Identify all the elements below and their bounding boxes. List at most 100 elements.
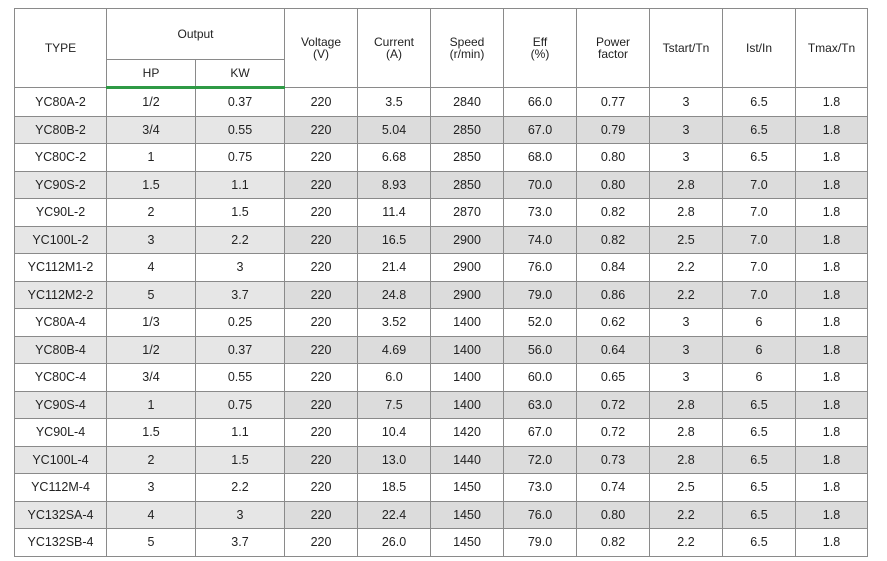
table-row: YC90S-4 1 0.75 220 7.5 1400 63.0 0.72 2.8 6.5 1.8 xyxy=(14,390,868,419)
cell-current: 13.0 xyxy=(357,445,431,474)
cell-tmax: 1.8 xyxy=(795,473,868,502)
cell-speed: 2840 xyxy=(430,87,504,117)
cell-ist: 7.0 xyxy=(722,170,796,199)
cell-kw: 0.75 xyxy=(195,143,285,172)
cell-power-factor: 0.82 xyxy=(576,225,650,254)
cell-tstart: 3 xyxy=(649,308,723,337)
cell-speed: 1450 xyxy=(430,473,504,502)
cell-eff: 63.0 xyxy=(503,390,577,419)
cell-current: 24.8 xyxy=(357,280,431,309)
cell-voltage: 220 xyxy=(284,445,358,474)
cell-voltage: 220 xyxy=(284,528,358,557)
cell-kw: 0.37 xyxy=(195,87,285,117)
cell-ist: 6.5 xyxy=(722,500,796,529)
cell-type: YC80A-2 xyxy=(14,87,107,117)
table-row: YC112M-4 3 2.2 220 18.5 1450 73.0 0.74 2.5 6.5 1.8 xyxy=(14,473,868,502)
cell-tmax: 1.8 xyxy=(795,253,868,282)
cell-hp: 1 xyxy=(106,390,196,419)
header-speed: Speed (r/min) xyxy=(430,8,504,88)
cell-current: 10.4 xyxy=(357,418,431,447)
cell-tmax: 1.8 xyxy=(795,170,868,199)
cell-voltage: 220 xyxy=(284,363,358,392)
cell-power-factor: 0.65 xyxy=(576,363,650,392)
header-eff: Eff (%) xyxy=(503,8,577,88)
table-row: YC80A-4 1/3 0.25 220 3.52 1400 52.0 0.62 3 6 1.8 xyxy=(14,308,868,337)
cell-current: 18.5 xyxy=(357,473,431,502)
cell-ist: 7.0 xyxy=(722,225,796,254)
cell-voltage: 220 xyxy=(284,500,358,529)
cell-tmax: 1.8 xyxy=(795,418,868,447)
cell-eff: 74.0 xyxy=(503,225,577,254)
cell-hp: 1.5 xyxy=(106,170,196,199)
cell-current: 16.5 xyxy=(357,225,431,254)
cell-current: 5.04 xyxy=(357,115,431,144)
cell-power-factor: 0.82 xyxy=(576,528,650,557)
header-power-factor: Power factor xyxy=(576,8,650,88)
cell-eff: 67.0 xyxy=(503,115,577,144)
cell-power-factor: 0.73 xyxy=(576,445,650,474)
cell-current: 7.5 xyxy=(357,390,431,419)
cell-tmax: 1.8 xyxy=(795,335,868,364)
cell-hp: 1.5 xyxy=(106,418,196,447)
cell-tstart: 2.2 xyxy=(649,500,723,529)
cell-type: YC112M2-2 xyxy=(14,280,107,309)
cell-current: 3.5 xyxy=(357,87,431,117)
cell-speed: 2900 xyxy=(430,280,504,309)
cell-tmax: 1.8 xyxy=(795,143,868,172)
cell-eff: 76.0 xyxy=(503,253,577,282)
cell-hp: 1 xyxy=(106,143,196,172)
cell-voltage: 220 xyxy=(284,308,358,337)
cell-kw: 3.7 xyxy=(195,528,285,557)
table-row: YC112M1-2 4 3 220 21.4 2900 76.0 0.84 2.2 7.0 1.8 xyxy=(14,253,868,282)
cell-kw: 0.37 xyxy=(195,335,285,364)
header-hp: HP xyxy=(106,59,196,89)
cell-kw: 2.2 xyxy=(195,473,285,502)
cell-tmax: 1.8 xyxy=(795,87,868,117)
cell-ist: 6.5 xyxy=(722,143,796,172)
cell-speed: 2850 xyxy=(430,143,504,172)
cell-ist: 6.5 xyxy=(722,87,796,117)
cell-type: YC112M1-2 xyxy=(14,253,107,282)
cell-hp: 1/3 xyxy=(106,308,196,337)
cell-speed: 2870 xyxy=(430,198,504,227)
cell-voltage: 220 xyxy=(284,143,358,172)
cell-hp: 4 xyxy=(106,500,196,529)
header-speed-label: Speed (r/min) xyxy=(449,35,485,61)
cell-voltage: 220 xyxy=(284,198,358,227)
cell-type: YC80B-2 xyxy=(14,115,107,144)
cell-type: YC132SB-4 xyxy=(14,528,107,557)
cell-speed: 2900 xyxy=(430,253,504,282)
cell-tstart: 2.2 xyxy=(649,528,723,557)
cell-voltage: 220 xyxy=(284,225,358,254)
cell-eff: 73.0 xyxy=(503,473,577,502)
cell-tmax: 1.8 xyxy=(795,390,868,419)
cell-speed: 1400 xyxy=(430,363,504,392)
cell-current: 11.4 xyxy=(357,198,431,227)
table-row: YC90L-4 1.5 1.1 220 10.4 1420 67.0 0.72 2.8 6.5 1.… xyxy=(14,418,868,447)
cell-power-factor: 0.84 xyxy=(576,253,650,282)
cell-speed: 2900 xyxy=(430,225,504,254)
header-voltage-label: Voltage (V) xyxy=(300,35,342,61)
table-row: YC100L-2 3 2.2 220 16.5 2900 74.0 0.82 2.5 7.0 1.8 xyxy=(14,225,868,254)
cell-tmax: 1.8 xyxy=(795,280,868,309)
cell-tstart: 2.8 xyxy=(649,390,723,419)
cell-ist: 6.5 xyxy=(722,418,796,447)
cell-power-factor: 0.77 xyxy=(576,87,650,117)
cell-tstart: 3 xyxy=(649,335,723,364)
cell-current: 21.4 xyxy=(357,253,431,282)
cell-eff: 56.0 xyxy=(503,335,577,364)
header-power-factor-label: Power factor xyxy=(595,35,630,61)
cell-voltage: 220 xyxy=(284,335,358,364)
cell-speed: 1450 xyxy=(430,528,504,557)
cell-eff: 60.0 xyxy=(503,363,577,392)
cell-eff: 72.0 xyxy=(503,445,577,474)
cell-kw: 0.55 xyxy=(195,115,285,144)
header-ist: Ist/In xyxy=(722,8,796,88)
header-eff-label: Eff (%) xyxy=(530,35,550,61)
cell-power-factor: 0.79 xyxy=(576,115,650,144)
cell-kw: 2.2 xyxy=(195,225,285,254)
header-current-label: Current (A) xyxy=(373,35,414,61)
header-tmax: Tmax/Tn xyxy=(795,8,868,88)
cell-speed: 2850 xyxy=(430,170,504,199)
cell-tstart: 2.2 xyxy=(649,280,723,309)
